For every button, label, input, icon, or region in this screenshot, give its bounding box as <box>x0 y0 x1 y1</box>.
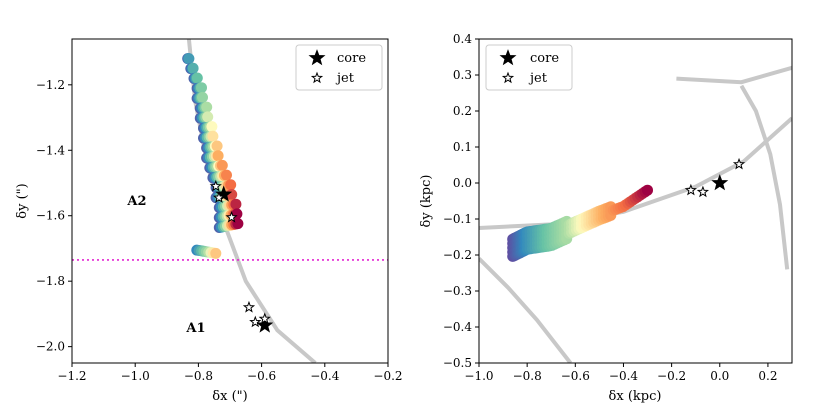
right-y-tick-label: 0.3 <box>453 68 472 82</box>
left-legend-core-icon <box>308 49 326 66</box>
right-caustic-curve <box>479 257 573 363</box>
left-x-tick-label: −0.2 <box>373 369 402 383</box>
right-y-tick-label: −0.4 <box>443 320 473 334</box>
left-jet-marker <box>242 300 256 313</box>
right-legend-core-label: core <box>530 51 559 66</box>
left-jet-marker <box>212 191 226 203</box>
left-source-point <box>196 82 207 94</box>
right-source-point <box>642 184 653 196</box>
left-source-point <box>212 150 224 162</box>
right-legend-jet-label: jet <box>528 71 548 86</box>
left-source-point <box>197 91 208 103</box>
left-x-tick-label: −0.8 <box>184 369 213 383</box>
right-legend: core jet <box>485 44 573 91</box>
right-y-tick-label: 0.1 <box>453 140 472 154</box>
left-legend-core-label: core <box>337 51 366 66</box>
left-source-point <box>187 62 199 74</box>
left-source-point <box>202 111 214 123</box>
right-y-ticks: −0.5 −0.4 −0.3 −0.2 −0.1 0.0 0.1 0.2 0.3 0.4 <box>443 32 479 370</box>
left-star-markers <box>209 179 274 333</box>
left-axes-frame <box>71 38 389 364</box>
left-y-tick-label: −1.8 <box>36 274 65 288</box>
left-legend-jet-label: jet <box>335 71 355 86</box>
left-y-tick-label: −1.6 <box>36 209 65 223</box>
legend-jet-star <box>501 71 515 84</box>
left-y-tick-label: −2.0 <box>36 340 65 354</box>
left-source-point <box>191 72 203 84</box>
left-panel: −1.2 −1.0 −0.8 −0.6 −0.4 −0.2 −2.0 −1.8 −1.6 −1.… <box>15 38 403 404</box>
left-source-point <box>210 247 222 259</box>
right-panel: −1.0 −0.8 −0.6 −0.4 −0.2 0.0 0.2 −0.5−0.4−0.3−… <box>419 32 793 404</box>
left-x-tick-label: −1.0 <box>121 369 150 383</box>
left-source-point <box>201 101 213 113</box>
right-core-marker <box>711 174 729 191</box>
left-source-point <box>221 169 232 181</box>
left-x-label: δx (") <box>212 389 247 404</box>
right-y-tick-label: −0.3 <box>443 284 472 298</box>
right-y-tick-label: −0.5 <box>443 356 472 370</box>
annotation-a1: A1 <box>185 321 205 336</box>
left-y-tick-label: −1.2 <box>36 78 65 92</box>
left-y-tick-label: −1.4 <box>36 143 66 157</box>
left-jet-marker <box>209 179 222 192</box>
right-y-label: δy (kpc) <box>419 175 434 228</box>
left-source-point <box>206 121 218 133</box>
right-source-points <box>507 184 653 262</box>
left-jet-marker <box>225 210 238 223</box>
right-caustic-curve <box>676 65 792 85</box>
right-x-tick-label: −0.2 <box>657 369 686 383</box>
right-x-tick-label: −0.8 <box>513 369 542 383</box>
right-x-label: δx (kpc) <box>609 389 662 404</box>
left-source-point <box>211 140 223 152</box>
legend-core-star <box>308 49 326 66</box>
right-y-tick-label: −0.1 <box>443 212 472 226</box>
right-legend-jet-icon <box>501 71 515 84</box>
right-x-tick-label: −1.0 <box>464 369 493 383</box>
left-core-marker <box>256 316 274 333</box>
right-x-tick-label: −0.4 <box>609 369 639 383</box>
left-source-point <box>225 179 237 191</box>
right-y-tick-label: 0.2 <box>453 104 472 118</box>
right-y-tick-label: −0.2 <box>443 248 472 262</box>
left-jet-marker <box>249 315 262 328</box>
left-source-point <box>230 198 242 210</box>
right-legend-core-icon <box>499 49 517 66</box>
right-jet-marker <box>732 157 746 170</box>
left-source-point <box>216 159 228 171</box>
right-jet-marker <box>696 185 710 198</box>
right-caustic-curve <box>739 84 790 270</box>
legend-jet-star <box>310 71 324 84</box>
left-x-tick-label: −1.2 <box>57 369 86 383</box>
left-x-ticks: −1.2 −1.0 −0.8 −0.6 −0.4 −0.2 <box>57 363 403 383</box>
legend-core-star <box>499 49 517 66</box>
right-y-tick-label: 0.4 <box>453 32 472 46</box>
right-star-markers <box>684 157 746 198</box>
left-jet-marker <box>258 312 271 325</box>
right-x-tick-label: −0.6 <box>561 369 590 383</box>
left-x-tick-label: −0.6 <box>247 369 276 383</box>
left-source-point <box>183 53 195 65</box>
right-x-ticks: −1.0 −0.8 −0.6 −0.4 −0.2 0.0 0.2 <box>464 363 777 383</box>
right-x-tick-label: 0.0 <box>710 369 729 383</box>
left-source-point <box>207 130 219 142</box>
right-x-tick-label: 0.2 <box>758 369 777 383</box>
annotation-a2: A2 <box>126 194 146 209</box>
right-axes-frame <box>478 38 793 364</box>
left-x-tick-label: −0.4 <box>310 369 340 383</box>
left-source-point <box>232 218 244 230</box>
right-y-tick-label: 0.0 <box>453 176 472 190</box>
left-y-ticks: −2.0 −1.8 −1.6 −1.4 −1.2 <box>36 78 72 354</box>
right-legend-box <box>485 44 573 91</box>
right-jet-marker <box>684 183 697 196</box>
left-legend: core jet <box>295 44 383 91</box>
left-legend-jet-icon <box>310 71 324 84</box>
left-core-marker <box>215 185 233 202</box>
left-y-label: δy (") <box>15 183 30 218</box>
